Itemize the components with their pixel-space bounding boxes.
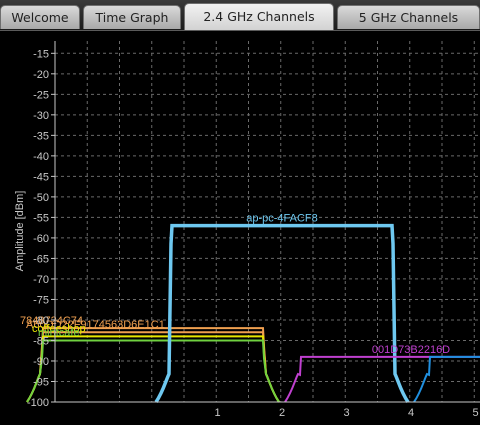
x-tick-label: 5: [472, 407, 478, 419]
network-label: mintcafe: [38, 327, 80, 339]
y-axis-label: Amplitude [dBm]: [14, 191, 26, 272]
y-tick-label: -85: [33, 335, 49, 347]
y-tick-label: -25: [33, 89, 49, 101]
network-label: 001D73B2216D: [372, 344, 450, 356]
grid-lines: [55, 41, 480, 403]
network-label: ap-pc-4FACF8: [246, 213, 318, 225]
axes: -15 -20 -25 -30 -35 -40 -45 -50 -55 -60 -65 -70 -75 -…: [27, 41, 480, 419]
y-tick-label: -55: [33, 212, 49, 224]
y-tick-label: -75: [33, 294, 49, 306]
network-label: 7848724C74: [20, 315, 83, 327]
network-label: coffeeshop: [32, 323, 86, 335]
y-tick-label: -70: [33, 274, 49, 286]
y-tick-label: -30: [33, 110, 49, 122]
network-curve[interactable]: [26, 335, 280, 403]
y-tick-label: -95: [33, 376, 49, 388]
y-tick-label: -100: [27, 397, 49, 409]
x-tick-label: 4: [408, 407, 414, 419]
y-tick-label: -45: [33, 171, 49, 183]
network-curve[interactable]: [413, 355, 480, 403]
network-curves: 7848724C74A60DD22F9174563D6E1C1coffeesho…: [20, 213, 480, 404]
network-curve[interactable]: [26, 331, 280, 403]
network-curve[interactable]: [284, 355, 480, 403]
y-tick-label: -80: [33, 315, 49, 327]
network-curve[interactable]: [26, 327, 280, 403]
y-tick-label: -90: [33, 356, 49, 368]
network-label: A60DD22F9174563D6E1C1: [26, 319, 165, 331]
network-curve[interactable]: [26, 339, 280, 403]
x-tick-label: 2: [279, 407, 285, 419]
y-tick-label: -60: [33, 233, 49, 245]
tab-bar: Welcome Time Graph 2.4 GHz Channels 5 GH…: [0, 0, 480, 31]
y-tick-label: -35: [33, 130, 49, 142]
x-tick-label: 1: [214, 407, 220, 419]
tab-welcome[interactable]: Welcome: [0, 5, 80, 29]
tab-2-4-ghz-channels[interactable]: 2.4 GHz Channels: [184, 3, 334, 30]
x-tick-label: 3: [343, 407, 349, 419]
network-curve[interactable]: [154, 223, 410, 404]
channel-graph: 7848724C74A60DD22F9174563D6E1C1coffeesho…: [14, 41, 480, 419]
tab-time-graph[interactable]: Time Graph: [83, 5, 181, 29]
y-tick-label: -40: [33, 151, 49, 163]
y-tick-label: -20: [33, 69, 49, 81]
y-tick-label: -50: [33, 192, 49, 204]
y-tick-label: -15: [33, 48, 49, 60]
y-tick-label: -65: [33, 253, 49, 265]
tab-5-ghz-channels[interactable]: 5 GHz Channels: [337, 5, 480, 29]
